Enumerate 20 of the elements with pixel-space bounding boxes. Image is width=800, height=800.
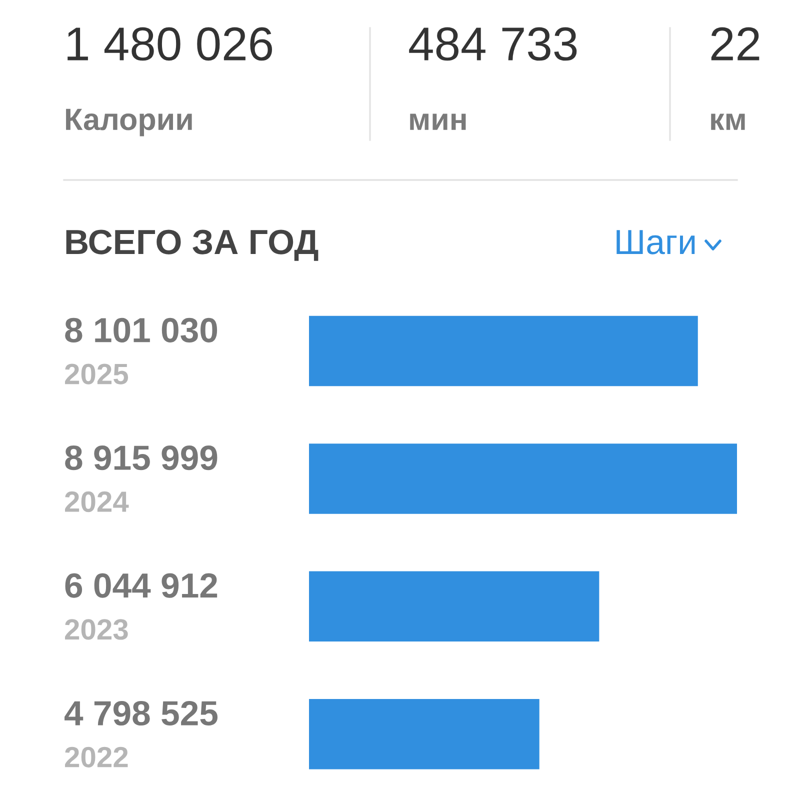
y-tick-label: 2025 — [65, 364, 128, 384]
text: 22 — [711, 27, 760, 60]
text: км — [711, 114, 745, 130]
bar — [309, 316, 698, 386]
y-tick-label: 2022 — [65, 746, 128, 768]
data-label: 6 044 912 — [65, 573, 218, 598]
bar — [309, 571, 600, 642]
chart-title: ВСЕГО ЗА ГОД — [66, 230, 318, 261]
y-tick-label: 2024 — [65, 491, 129, 512]
text: 484 733 — [409, 27, 577, 61]
text: Калории — [66, 108, 192, 136]
data-label: 4 798 525 — [64, 700, 218, 726]
text: мин — [410, 114, 466, 130]
y-tick-label: 2023 — [65, 619, 128, 640]
data-label: 8 101 030 — [65, 318, 218, 342]
data-label: 8 915 999 — [65, 446, 218, 470]
chart-subtitle: Шаги — [616, 230, 695, 254]
text: 1 480 026 — [68, 27, 272, 61]
bar — [309, 444, 737, 514]
bar — [309, 698, 540, 770]
